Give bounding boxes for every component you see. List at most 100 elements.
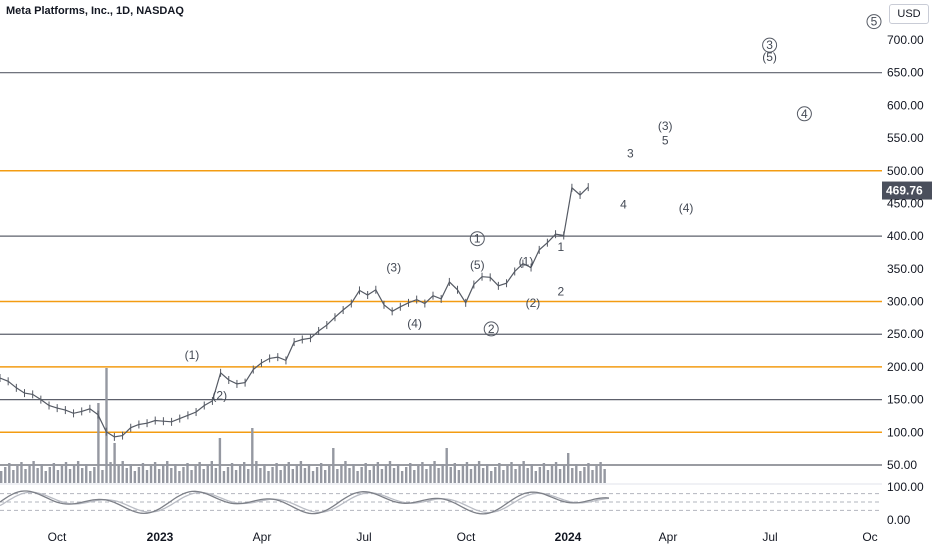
volume-bar xyxy=(550,466,554,483)
time-tick-label: Oct xyxy=(48,530,67,544)
volume-bar xyxy=(206,465,209,483)
volume-bar xyxy=(332,448,335,483)
volume-bar xyxy=(348,468,351,483)
volume-bar xyxy=(287,462,290,483)
volume-bar xyxy=(279,470,282,483)
volume-bar xyxy=(202,469,205,483)
volume-bar xyxy=(129,464,132,483)
last-price-label-bg xyxy=(882,181,932,200)
volume-bar xyxy=(8,463,11,483)
wave-label: 2 xyxy=(488,322,495,336)
volume-bar xyxy=(32,461,35,483)
volume-bar xyxy=(445,448,448,483)
volume-bar xyxy=(4,467,7,483)
volume-bar xyxy=(579,471,582,483)
volume-bar xyxy=(68,469,72,483)
volume-bar xyxy=(405,467,408,483)
volume-bar xyxy=(328,466,331,483)
volume-bar xyxy=(271,467,274,483)
horizontal-levels xyxy=(0,72,882,466)
volume-bar xyxy=(85,464,88,483)
volume-bar xyxy=(538,467,542,483)
volume-bar xyxy=(319,463,323,483)
price-tick-label: 500.00 xyxy=(887,164,924,178)
currency-button[interactable]: USD xyxy=(889,4,929,24)
volume-bar xyxy=(24,469,27,483)
wave-label: (4) xyxy=(407,317,422,331)
volume-bar xyxy=(324,470,327,483)
volume-bar xyxy=(546,470,550,483)
volume-bar xyxy=(490,471,493,483)
volume-bar xyxy=(170,468,173,483)
volume-bar xyxy=(48,467,51,483)
oscillator-tick-label: 100.00 xyxy=(887,480,924,494)
wave-label-circle xyxy=(469,231,485,247)
volume-bar xyxy=(429,465,432,483)
volume-bar xyxy=(174,464,177,483)
volume-bar xyxy=(571,468,574,483)
price-tick-label: 300.00 xyxy=(887,295,924,309)
wave-label: 5 xyxy=(871,15,878,29)
volume-bar xyxy=(247,469,250,483)
volume-bar xyxy=(60,466,64,483)
wave-label-circle xyxy=(762,37,778,53)
volume-bar xyxy=(388,461,392,483)
volume-bar xyxy=(380,469,384,483)
volume-bar xyxy=(336,469,339,483)
volume-bar xyxy=(283,466,286,483)
volume-bar xyxy=(137,467,141,483)
volume-bar xyxy=(315,467,319,483)
price-tick-label: 550.00 xyxy=(887,131,924,145)
volume-bar xyxy=(409,463,412,483)
volume-bar xyxy=(182,467,185,483)
volume-bar xyxy=(461,466,465,483)
volume-bar xyxy=(259,468,262,483)
chart-title: Meta Platforms, Inc., 1D, NASDAQ xyxy=(6,5,184,17)
volume-bar xyxy=(89,471,92,483)
volume-bar xyxy=(52,463,56,483)
volume-bar xyxy=(469,469,473,483)
volume-bar xyxy=(457,470,461,483)
volume-bar xyxy=(214,468,218,483)
volume-bar xyxy=(352,464,355,483)
volume-bar xyxy=(368,470,371,483)
volume-bar xyxy=(344,461,347,483)
volume-bar xyxy=(340,465,343,483)
volume-bar xyxy=(28,465,31,483)
volume-bar xyxy=(311,471,315,483)
volume-bar xyxy=(303,468,307,483)
volume-bar xyxy=(506,466,509,483)
volume-bar xyxy=(384,465,388,483)
volume-bar xyxy=(510,462,513,483)
wave-label: (3) xyxy=(386,260,401,274)
price-tick-label: 600.00 xyxy=(887,98,924,112)
volume-bar xyxy=(210,461,213,483)
volume-bar xyxy=(295,465,299,483)
volume-bar xyxy=(534,471,537,483)
volume-bar xyxy=(238,466,242,483)
volume-bar xyxy=(243,462,246,483)
volume-bar xyxy=(117,465,120,483)
price-tick-label: 450.00 xyxy=(887,196,924,210)
volume-bar xyxy=(109,462,112,483)
wave-label: (1) xyxy=(185,348,200,362)
volume-bar xyxy=(186,463,189,483)
volume-bar xyxy=(149,466,153,483)
time-tick-label: Oct xyxy=(457,530,476,544)
volume-bar xyxy=(251,428,254,483)
volume-bar xyxy=(145,470,149,483)
wave-label-circle xyxy=(866,14,882,30)
volume-bar xyxy=(263,464,266,483)
volume-bar xyxy=(494,467,497,483)
volume-bar xyxy=(522,461,525,483)
volume-bar xyxy=(222,471,226,483)
wave-label: 3 xyxy=(627,147,634,161)
volume-bar xyxy=(481,468,485,483)
volume-bar xyxy=(234,470,238,483)
volume-bar xyxy=(421,462,424,483)
volume-bar xyxy=(267,471,270,483)
volume-bar xyxy=(453,463,456,483)
volume-bar xyxy=(16,466,19,483)
